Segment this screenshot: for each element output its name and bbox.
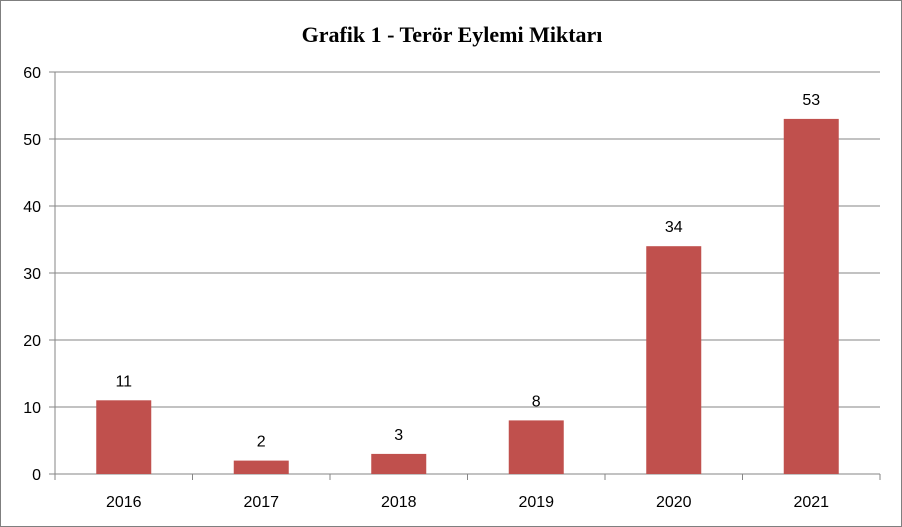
x-tick-label-2018: 2018 [381, 494, 417, 511]
x-tick-label-2019: 2019 [518, 494, 554, 511]
bar-2020 [646, 246, 702, 474]
data-label-2020: 34 [665, 219, 683, 236]
data-labels: 11 2 3 8 34 53 [115, 92, 820, 451]
axes [49, 71, 881, 480]
bar-2021 [783, 118, 839, 475]
bar-2019 [508, 420, 564, 474]
y-tick-label: 30 [23, 266, 41, 283]
gridlines [55, 71, 880, 408]
x-tick-label-2020: 2020 [656, 494, 692, 511]
y-axis-ticks: 0 10 20 30 40 50 60 [23, 65, 41, 484]
x-tick-label-2017: 2017 [243, 494, 279, 511]
bar-2016 [96, 400, 152, 474]
x-tick-label-2016: 2016 [106, 494, 142, 511]
bar-2018 [371, 453, 427, 474]
bars [96, 118, 839, 475]
x-tick-label-2021: 2021 [793, 494, 829, 511]
y-tick-label: 20 [23, 333, 41, 350]
data-label-2021: 53 [802, 92, 820, 109]
x-axis-ticks: 2016 2017 2018 2019 2020 2021 [106, 494, 829, 511]
y-tick-label: 0 [32, 467, 41, 484]
y-tick-label: 10 [23, 400, 41, 417]
data-label-2019: 8 [532, 393, 541, 410]
y-tick-label: 40 [23, 199, 41, 216]
data-label-2018: 3 [394, 427, 403, 444]
bar-2017 [233, 460, 289, 474]
chart-title: Grafik 1 - Terör Eylemi Miktarı [302, 22, 603, 47]
data-label-2016: 11 [115, 373, 132, 390]
y-tick-label: 60 [23, 65, 41, 82]
data-label-2017: 2 [257, 434, 266, 451]
y-tick-label: 50 [23, 132, 41, 149]
